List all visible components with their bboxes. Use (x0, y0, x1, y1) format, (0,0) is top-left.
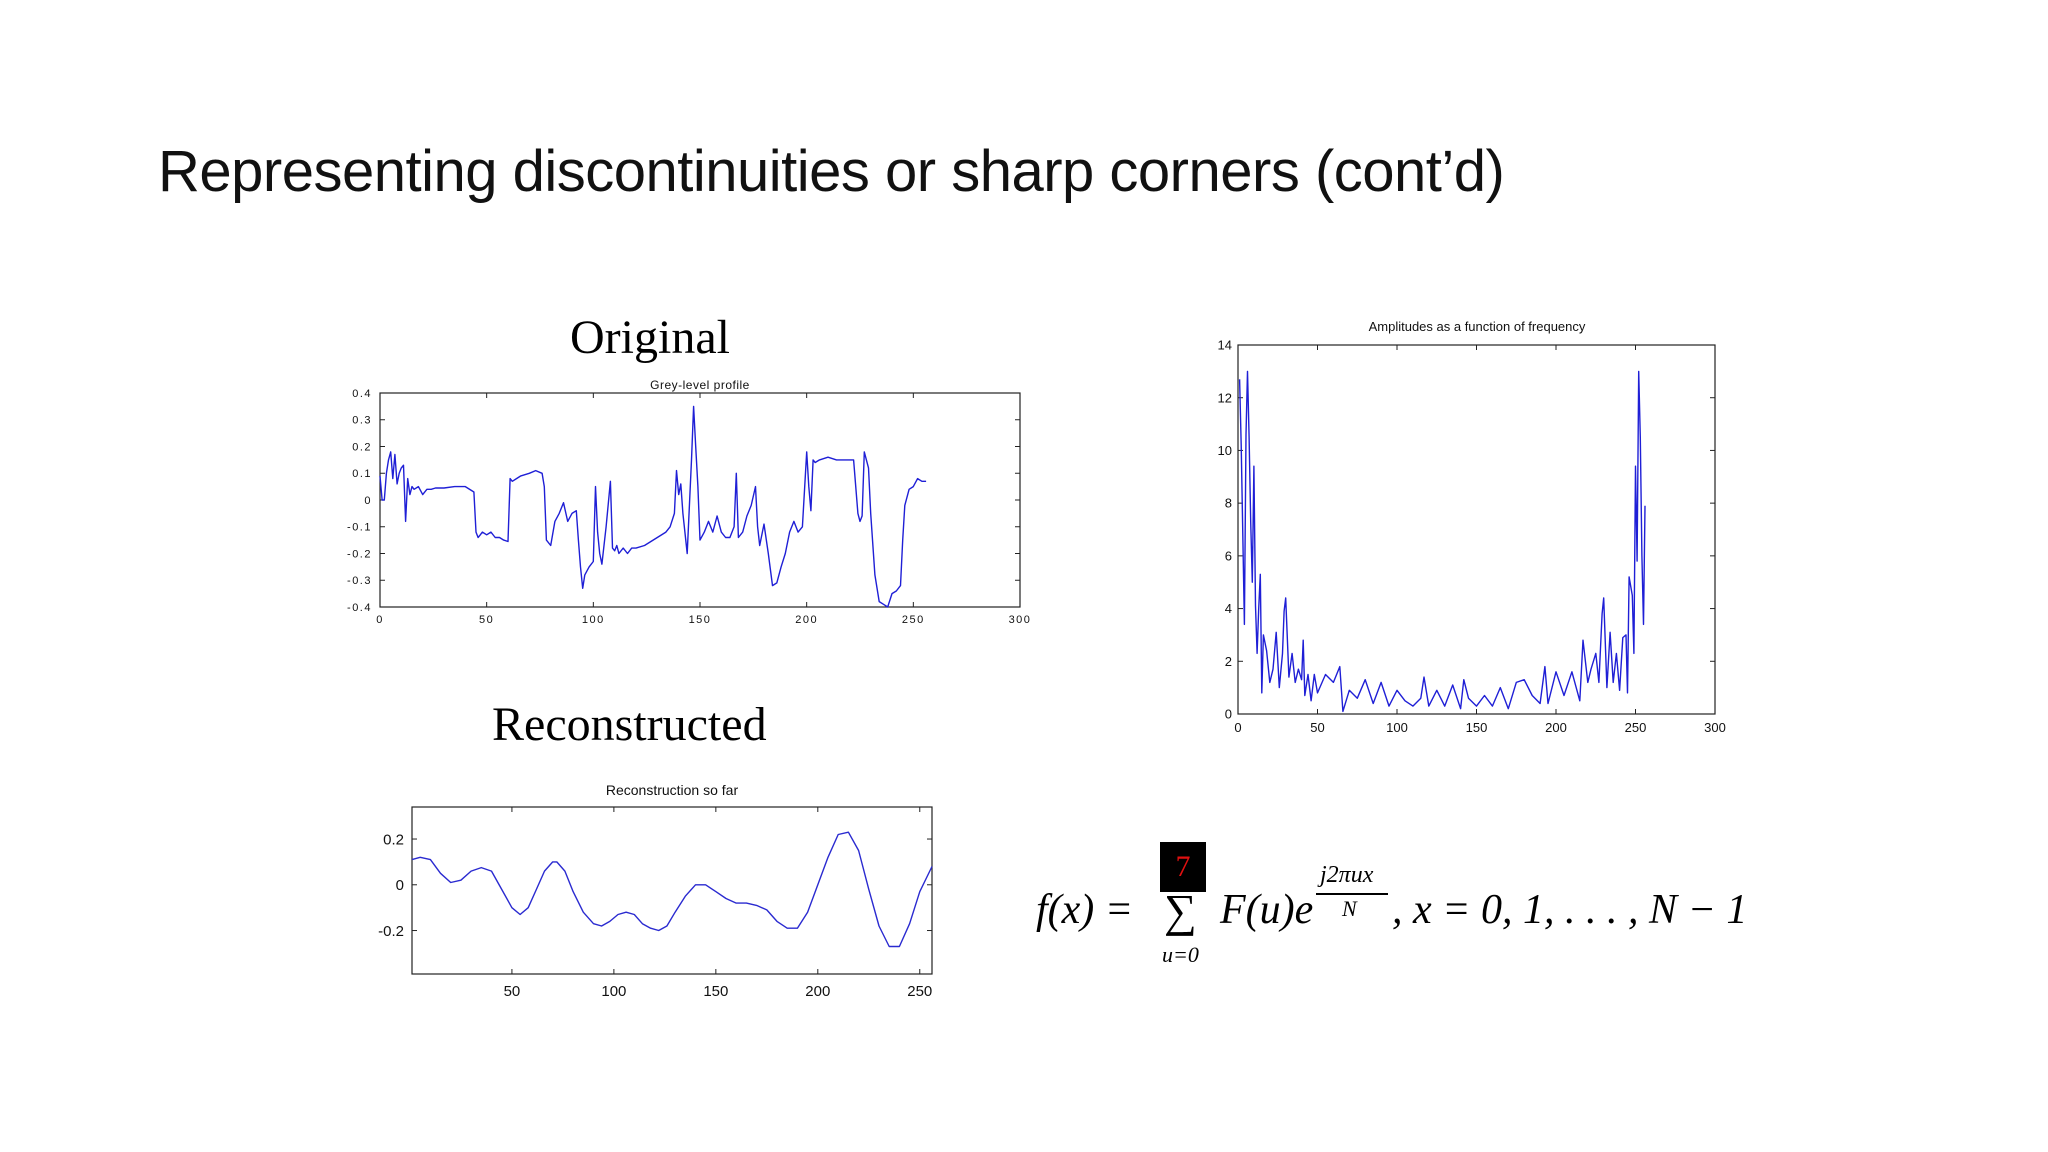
x-tick-label: 300 (1704, 720, 1726, 735)
exponent-fraction-bar (1316, 893, 1388, 895)
x-tick-label: 50 (479, 614, 494, 626)
plot-frame (379, 392, 1021, 608)
y-tick-label: -0.4 (347, 602, 372, 614)
sum-symbol: ∑ (1164, 885, 1197, 936)
plot-frame (411, 806, 933, 975)
x-tick-label: 200 (1545, 720, 1567, 735)
y-tick-label: -0.1 (347, 522, 372, 534)
y-tick-label: 0 (1225, 707, 1232, 722)
x-tick-label: 300 (1009, 614, 1032, 626)
y-tick-label: 0.2 (383, 831, 404, 848)
x-tick-label: 200 (795, 614, 818, 626)
exponent-denominator: N (1342, 896, 1357, 921)
formula-range: , x = 0, 1, . . . , N − 1 (1392, 887, 1748, 933)
y-tick-label: -0.2 (378, 923, 404, 940)
x-tick-label: 250 (907, 983, 932, 1000)
data-line (1238, 370, 1646, 713)
x-tick-label: 100 (582, 614, 605, 626)
upper-limit-box: 7 (1160, 842, 1206, 892)
formula-term: F(u)e (1220, 887, 1314, 933)
heading-original: Original (570, 311, 730, 364)
x-tick-label: 200 (805, 983, 830, 1000)
heading-reconstructed: Reconstructed (492, 698, 767, 751)
y-tick-label: 6 (1225, 548, 1232, 563)
y-tick-label: -0.2 (347, 548, 372, 560)
x-tick-label: 50 (1310, 720, 1324, 735)
y-tick-label: 10 (1218, 443, 1232, 458)
y-tick-label: 0.3 (352, 415, 372, 427)
chart-title: Amplitudes as a function of frequency (1369, 319, 1586, 334)
y-tick-label: 0 (396, 877, 404, 894)
y-tick-label: 8 (1225, 496, 1232, 511)
y-tick-label: 14 (1218, 338, 1232, 353)
x-tick-label: 150 (1466, 720, 1488, 735)
x-tick-label: 150 (703, 983, 728, 1000)
x-tick-label: 0 (1234, 720, 1241, 735)
y-tick-label: 2 (1225, 654, 1232, 669)
chart-title: Grey-level profile (650, 378, 750, 392)
inverse-dft-formula: 7 f(x) = ∑ u=0 F(u)e j2πux N , x = 0, 1,… (1036, 842, 1747, 972)
x-tick-label: 50 (504, 983, 521, 1000)
y-tick-label: 12 (1218, 390, 1232, 405)
data-line (379, 405, 927, 608)
formula-lhs: f(x) = (1036, 887, 1134, 933)
x-tick-label: 250 (1625, 720, 1647, 735)
y-tick-label: 0.4 (352, 388, 372, 400)
x-tick-label: 150 (689, 614, 712, 626)
slide-title: Representing discontinuities or sharp co… (158, 139, 1505, 204)
x-tick-label: 0 (376, 614, 384, 626)
exponent-numerator: j2πux (1320, 862, 1374, 888)
y-tick-label: 0.2 (352, 441, 372, 453)
x-tick-label: 100 (1386, 720, 1408, 735)
y-tick-label: -0.3 (347, 575, 372, 587)
sum-lower-limit: u=0 (1162, 942, 1199, 967)
y-tick-label: 0 (364, 495, 372, 507)
y-tick-label: 0.1 (352, 468, 372, 480)
x-tick-label: 250 (902, 614, 925, 626)
y-tick-label: 4 (1225, 601, 1232, 616)
data-line (411, 831, 933, 948)
x-tick-label: 100 (601, 983, 626, 1000)
chart-title: Reconstruction so far (606, 782, 739, 798)
